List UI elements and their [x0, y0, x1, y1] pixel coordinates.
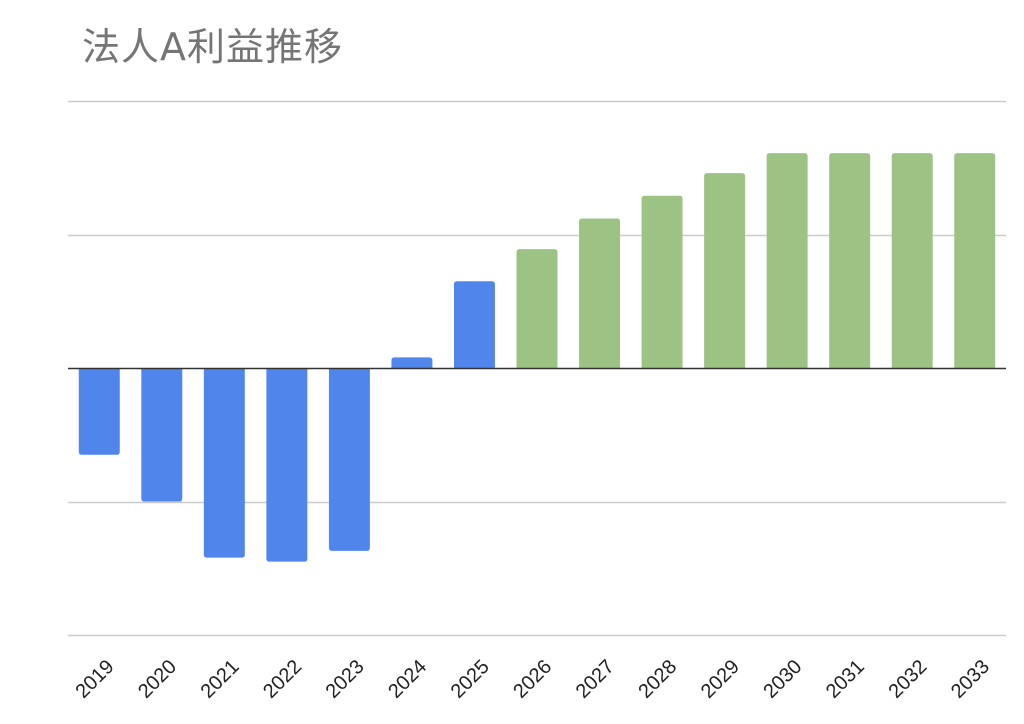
x-tick-label-2023: 2023 — [322, 656, 369, 703]
x-tick-label-2032: 2032 — [884, 656, 931, 703]
x-tick-label-2025: 2025 — [447, 656, 494, 703]
bar-2022 — [266, 368, 308, 562]
bar-2023 — [328, 368, 370, 551]
bar-2021 — [203, 368, 245, 558]
bar-2024 — [391, 357, 433, 368]
bars — [78, 153, 996, 562]
x-tick-label-2029: 2029 — [697, 656, 744, 703]
bar-2029 — [704, 173, 746, 368]
x-tick-label-2021: 2021 — [197, 656, 244, 703]
chart-title: 法人A利益推移 — [82, 25, 343, 69]
bar-2028 — [641, 195, 683, 368]
x-tick-label-2031: 2031 — [822, 656, 869, 703]
bar-2020 — [141, 368, 183, 502]
bar-2025 — [453, 281, 495, 368]
x-tick-label-2033: 2033 — [947, 656, 994, 703]
x-tick-label-2027: 2027 — [572, 656, 619, 703]
bar-2019 — [78, 368, 120, 455]
bar-2027 — [579, 218, 621, 368]
x-tick-label-2020: 2020 — [134, 656, 181, 703]
bar-2030 — [766, 153, 808, 368]
x-tick-label-2028: 2028 — [634, 656, 681, 703]
x-tick-label-2024: 2024 — [384, 656, 431, 703]
bar-2032 — [891, 153, 933, 368]
x-tick-labels: 2019 2020 2021 2022 2023 2024 2025 2026 2027 2028… — [72, 656, 994, 703]
bar-2033 — [954, 153, 996, 368]
bar-2031 — [829, 153, 871, 368]
x-tick-label-2026: 2026 — [509, 656, 556, 703]
bar-2026 — [516, 249, 558, 368]
x-tick-label-2019: 2019 — [72, 656, 119, 703]
x-tick-label-2030: 2030 — [759, 656, 806, 703]
x-tick-label-2022: 2022 — [259, 656, 306, 703]
